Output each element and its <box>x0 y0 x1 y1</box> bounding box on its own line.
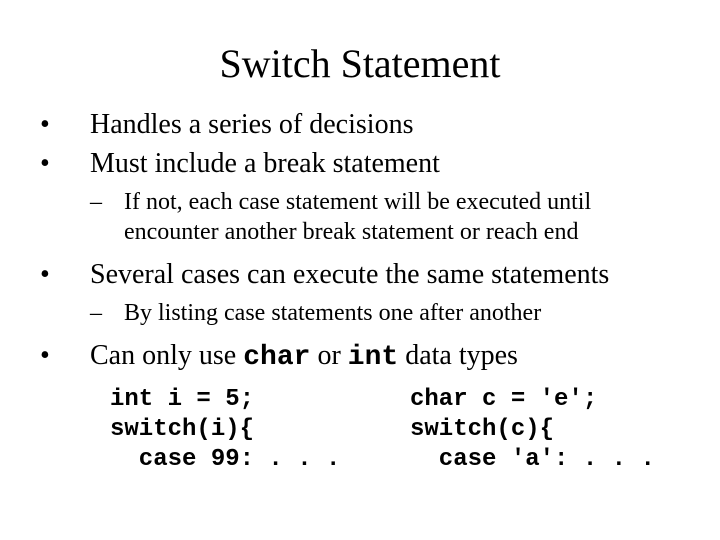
dash-icon: – <box>90 187 124 217</box>
code-block-left: int i = 5; switch(i){ case 99: . . . <box>110 385 410 475</box>
code-block-right: char c = 'e'; switch(c){ case 'a': . . . <box>410 385 655 475</box>
sub-bullet-text: By listing case statements one after ano… <box>124 298 690 328</box>
slide-title: Switch Statement <box>30 40 690 87</box>
bullet-item: • Must include a break statement <box>30 146 690 181</box>
bullet-item: • Can only use char or int data types <box>30 338 690 375</box>
bullet-icon: • <box>30 107 90 142</box>
code-inline: int <box>348 342 398 373</box>
bullet-icon: • <box>30 146 90 181</box>
code-examples: int i = 5; switch(i){ case 99: . . . cha… <box>30 385 690 475</box>
bullet-text: Must include a break statement <box>90 146 690 181</box>
text-fragment: or <box>310 340 347 371</box>
text-fragment: Can only use <box>90 340 243 371</box>
bullet-item: • Handles a series of decisions <box>30 107 690 142</box>
code-inline: char <box>243 342 310 373</box>
sub-bullet-text: If not, each case statement will be exec… <box>124 187 690 247</box>
text-fragment: data types <box>398 340 518 371</box>
bullet-text: Can only use char or int data types <box>90 338 690 375</box>
sub-bullet-item: – By listing case statements one after a… <box>30 298 690 328</box>
bullet-icon: • <box>30 338 90 373</box>
bullet-text: Several cases can execute the same state… <box>90 257 690 292</box>
slide: Switch Statement • Handles a series of d… <box>0 0 720 495</box>
bullet-text: Handles a series of decisions <box>90 107 690 142</box>
sub-bullet-item: – If not, each case statement will be ex… <box>30 187 690 247</box>
bullet-icon: • <box>30 257 90 292</box>
bullet-item: • Several cases can execute the same sta… <box>30 257 690 292</box>
dash-icon: – <box>90 298 124 328</box>
